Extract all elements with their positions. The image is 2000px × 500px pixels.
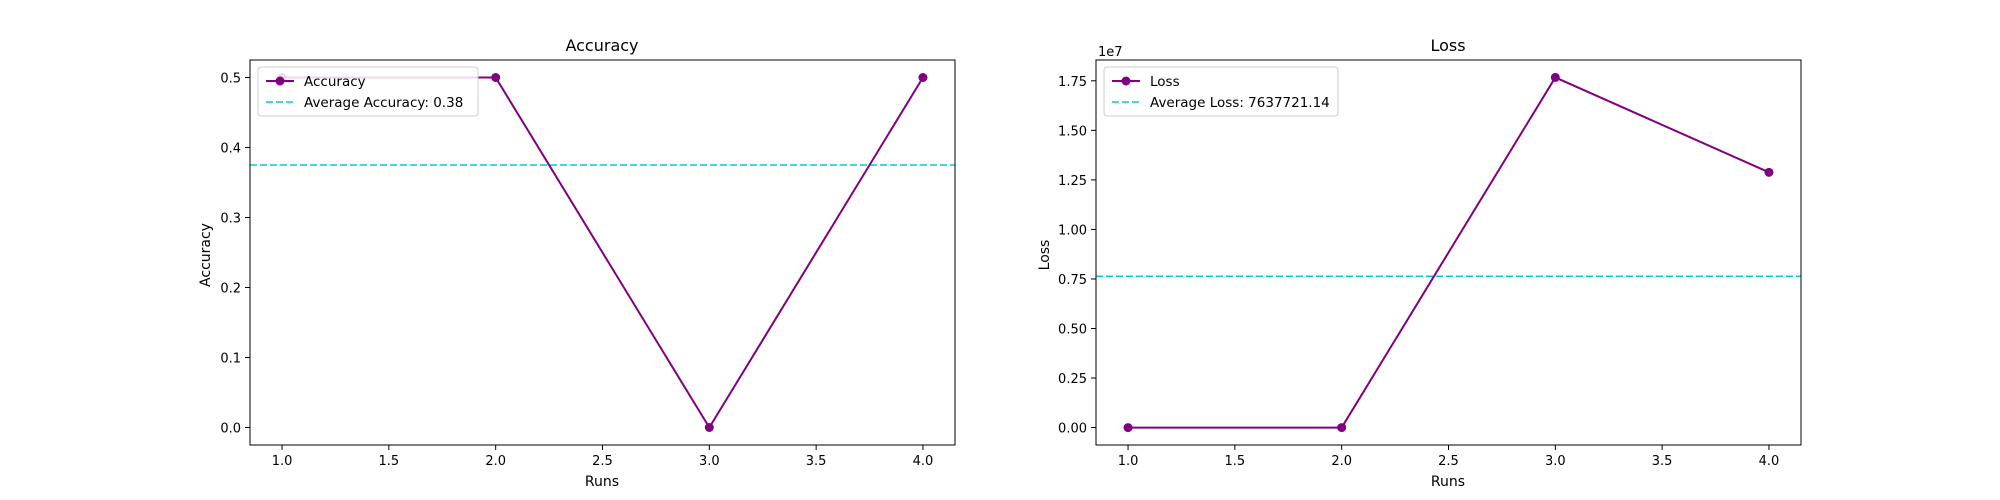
x-tick-label: 2.0 [485,454,506,469]
legend-box [257,66,479,117]
x-tick-label: 2.5 [1438,454,1459,469]
x-tick-label: 1.5 [1225,454,1246,469]
axes-frame [249,59,956,446]
x-tick-label: 4.0 [1759,454,1780,469]
loss-chart: Loss Runs Loss 1e7 1.0 1.5 2.0 2.5 3.0 3.5 4.0… [1037,36,1802,490]
legend-entry-label: Accuracy [304,74,366,90]
legend-entry-label: Average Loss: 7637721.14 [1150,95,1330,111]
legend: Accuracy Average Accuracy: 0.38 [257,66,479,117]
y-axis-label: Accuracy [198,223,214,287]
y-tick-label: 1.50 [1058,124,1087,139]
x-tick-label: 1.0 [272,454,293,469]
data-point [1550,72,1560,82]
chart-title: Loss [1430,36,1465,55]
x-tick-label: 3.0 [699,454,720,469]
y-tick-label: 1.25 [1058,174,1087,189]
data-point [1764,167,1774,177]
y-tick-label: 0.00 [1058,422,1087,437]
x-tick-label: 1.5 [379,454,400,469]
data-point [1337,423,1347,433]
y-tick-label: 1.00 [1058,223,1087,238]
y-tick-label: 0.50 [1058,322,1087,337]
y-tick-label: 0.1 [220,352,241,367]
x-tick-label: 3.0 [1545,454,1566,469]
x-axis-label: Runs [585,474,619,490]
x-tick-label: 2.0 [1331,454,1352,469]
plot-marks: 1.0 1.5 2.0 2.5 3.0 3.5 4.0 0.00 0.25 0.50 0.75 1.0… [1058,59,1802,469]
data-point [1123,423,1133,433]
legend-box [1103,66,1339,117]
x-tick-label: 4.0 [913,454,934,469]
y-tick-label: 0.4 [220,142,241,157]
y-axis-label: Loss [1037,240,1053,271]
data-point [491,73,501,82]
x-axis-label: Runs [1431,474,1465,490]
y-tick-label: 0.0 [220,422,241,437]
x-tick-label: 1.0 [1118,454,1139,469]
legend: Loss Average Loss: 7637721.14 [1103,66,1339,117]
legend-swatch-marker [275,76,285,86]
legend-entry-label: Average Accuracy: 0.38 [304,95,463,111]
x-tick-label: 3.5 [806,454,827,469]
data-point [704,423,714,432]
accuracy-chart: Accuracy Runs Accuracy 1.0 1.5 2.0 2.5 3.0 3.… [198,36,956,490]
legend-entry-label: Loss [1150,74,1180,90]
y-tick-label: 0.3 [220,212,241,227]
chart-title: Accuracy [565,36,638,55]
y-tick-label: 0.25 [1058,372,1087,387]
y-tick-label: 0.2 [220,282,241,297]
y-tick-label: 1.75 [1058,75,1087,90]
y-tick-label: 0.75 [1058,273,1087,288]
x-tick-label: 3.5 [1652,454,1673,469]
y-axis-offset-label: 1e7 [1098,45,1123,60]
series-line [1128,76,1770,429]
x-tick-label: 2.5 [592,454,613,469]
legend-swatch-marker [1121,76,1131,86]
y-tick-label: 0.5 [220,72,241,87]
data-point [918,73,928,82]
axes-frame [1095,59,1802,446]
